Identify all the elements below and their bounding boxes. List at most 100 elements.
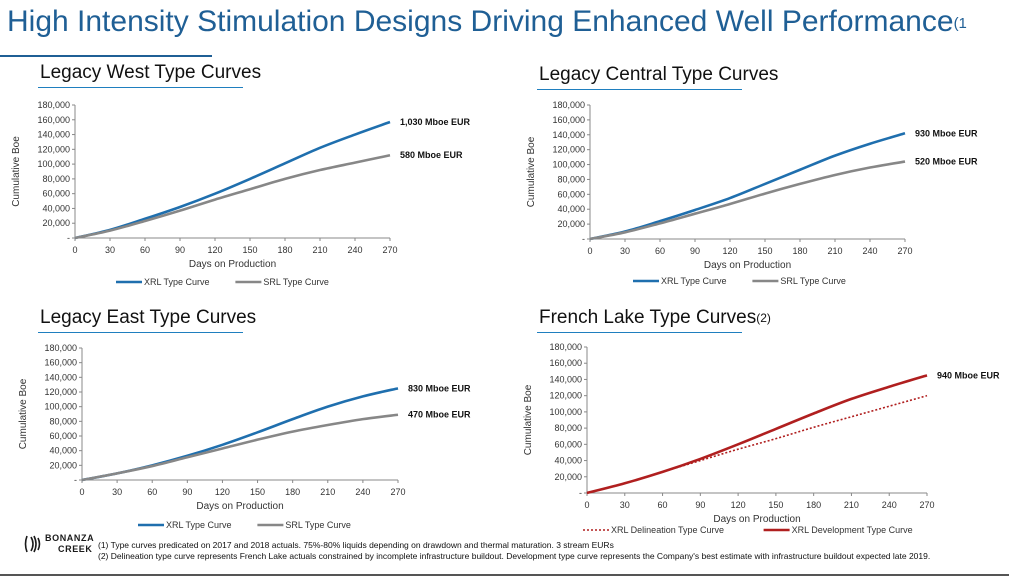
x-axis-title: Days on Production (704, 260, 791, 271)
y-tick-label: 100,000 (549, 407, 582, 417)
y-tick-label: 180,000 (549, 342, 582, 352)
x-tick-label: 270 (919, 500, 934, 510)
x-tick-label: 210 (827, 246, 842, 256)
x-tick-label: 180 (285, 487, 300, 497)
x-tick-label: 0 (72, 245, 77, 255)
legacy-central-chart: - 20,000 40,000 60,000 80,000 100,000 120,000 1… (526, 100, 978, 286)
y-tick-label: 80,000 (49, 416, 77, 426)
x-tick-label: 120 (722, 246, 737, 256)
x-tick-label: 150 (768, 500, 783, 510)
y-tick-label: 140,000 (549, 374, 582, 384)
y-tick-label: 160,000 (37, 115, 70, 125)
y-tick-label: 140,000 (552, 130, 585, 140)
x-tick-label: 0 (587, 246, 592, 256)
y-tick-label: 160,000 (552, 115, 585, 125)
x-tick-label: 240 (862, 246, 877, 256)
x-tick-label: 0 (584, 500, 589, 510)
x-tick-label: 90 (690, 246, 700, 256)
eur-label: 470 Mboe EUR (408, 410, 471, 420)
series-line (74, 153, 391, 240)
panel-title-french-lake: French Lake Type Curves(2) (539, 307, 771, 328)
y-tick-label: 40,000 (557, 204, 585, 214)
x-tick-label: 180 (806, 500, 821, 510)
series-line (589, 132, 906, 241)
series-line (81, 387, 399, 482)
x-tick-label: 270 (897, 246, 912, 256)
eur-label: 580 Mboe EUR (400, 150, 463, 160)
y-tick-label: 20,000 (557, 219, 585, 229)
y-tick-label: - (67, 233, 70, 243)
legend-label: XRL Delineation Type Curve (611, 525, 724, 535)
legend-label: XRL Development Type Curve (792, 525, 913, 535)
y-tick-label: 100,000 (37, 159, 70, 169)
y-tick-label: 40,000 (42, 203, 70, 213)
y-tick-label: 20,000 (554, 472, 582, 482)
x-tick-label: 150 (250, 487, 265, 497)
panel-underline (38, 87, 243, 88)
y-axis-title: Cumulative Boe (11, 136, 22, 207)
x-tick-label: 270 (382, 245, 397, 255)
y-tick-label: - (579, 488, 582, 498)
panel-title-legacy-east: Legacy East Type Curves (40, 307, 257, 328)
panel-underline (537, 89, 742, 90)
logo-line2: CREEK (58, 544, 93, 554)
eur-label: 940 Mboe EUR (937, 370, 1000, 380)
x-axis-title: Days on Production (189, 259, 276, 270)
legend-label: XRL Type Curve (661, 276, 727, 286)
y-tick-label: 140,000 (44, 372, 77, 382)
x-tick-label: 180 (792, 246, 807, 256)
y-tick-label: 120,000 (552, 145, 585, 155)
y-tick-label: 120,000 (44, 387, 77, 397)
x-tick-label: 240 (355, 487, 370, 497)
y-tick-label: 40,000 (49, 446, 77, 456)
x-tick-label: 120 (215, 487, 230, 497)
x-tick-label: 150 (757, 246, 772, 256)
y-tick-label: 100,000 (552, 160, 585, 170)
x-axis-title: Days on Production (196, 501, 283, 512)
y-axis-title: Cumulative Boe (523, 384, 534, 455)
footnote-1: (1) Type curves predicated on 2017 and 2… (98, 540, 614, 550)
bonanza-creek-logo: BONANZA CREEK (24, 533, 94, 554)
x-tick-label: 90 (182, 487, 192, 497)
legend-label: SRL Type Curve (285, 520, 351, 530)
x-tick-label: 120 (207, 245, 222, 255)
y-tick-label: 140,000 (37, 130, 70, 140)
x-tick-label: 30 (620, 246, 630, 256)
x-tick-label: 240 (882, 500, 897, 510)
x-tick-label: 120 (731, 500, 746, 510)
y-tick-label: 40,000 (554, 456, 582, 466)
logo-mark-icon (24, 535, 41, 553)
x-tick-label: 30 (105, 245, 115, 255)
y-tick-label: 180,000 (37, 100, 70, 110)
y-tick-label: 180,000 (552, 100, 585, 110)
y-tick-label: - (582, 234, 585, 244)
x-tick-label: 60 (147, 487, 157, 497)
y-axis-title: Cumulative Boe (18, 378, 29, 449)
series-line (589, 160, 906, 241)
bottom-divider (0, 574, 1009, 576)
y-tick-label: 160,000 (549, 358, 582, 368)
y-tick-label: 60,000 (42, 189, 70, 199)
y-tick-label: 20,000 (42, 218, 70, 228)
legacy-east-chart: - 20,000 40,000 60,000 80,000 100,000 120,000 1… (18, 343, 471, 530)
x-tick-label: 210 (320, 487, 335, 497)
y-tick-label: 80,000 (42, 174, 70, 184)
y-tick-label: 120,000 (549, 391, 582, 401)
panel-underline (537, 332, 742, 333)
x-tick-label: 240 (347, 245, 362, 255)
logo-line1: BONANZA (45, 533, 94, 543)
x-tick-label: 90 (175, 245, 185, 255)
legend-label: SRL Type Curve (263, 277, 329, 287)
x-axis-title: Days on Production (713, 514, 800, 525)
y-tick-label: 160,000 (44, 358, 77, 368)
eur-label: 1,030 Mboe EUR (400, 117, 471, 127)
x-tick-label: 210 (312, 245, 327, 255)
legacy-west-chart: - 20,000 40,000 60,000 80,000 100,000 120,000 1… (11, 100, 471, 287)
footnote-2: (2) Delineation type curve represents Fr… (98, 551, 931, 561)
y-tick-label: 100,000 (44, 402, 77, 412)
x-tick-label: 150 (242, 245, 257, 255)
x-tick-label: 60 (140, 245, 150, 255)
x-tick-label: 60 (655, 246, 665, 256)
y-tick-label: 180,000 (44, 343, 77, 353)
x-tick-label: 180 (277, 245, 292, 255)
